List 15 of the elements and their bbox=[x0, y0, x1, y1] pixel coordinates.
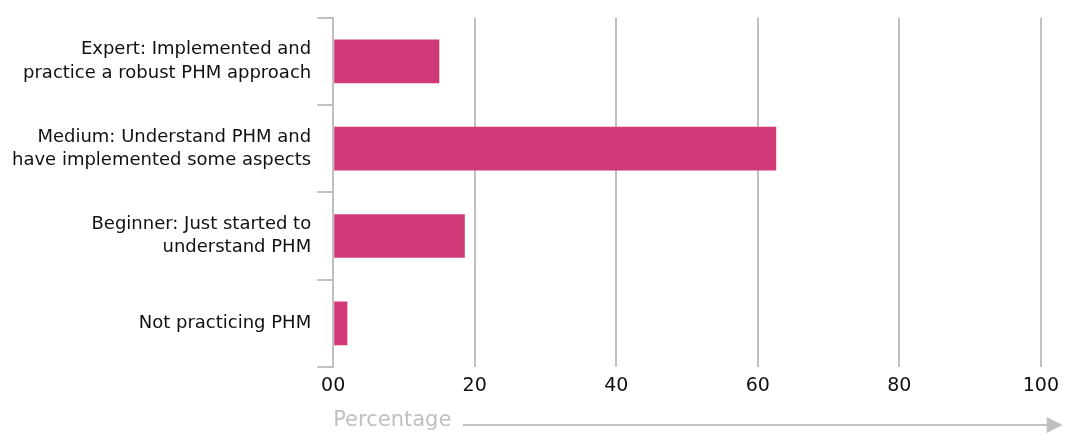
y-tick-label: Expert: Implemented and practice a robust PHM approach bbox=[23, 37, 312, 82]
x-tick-label: 80 bbox=[887, 373, 912, 396]
x-tick-label: 60 bbox=[745, 373, 770, 396]
bar bbox=[334, 214, 465, 258]
y-tick-label: Beginner: Just started to understand PHM bbox=[91, 211, 312, 257]
x-tick-label: 00 bbox=[321, 373, 346, 396]
x-tick-label: 100 bbox=[1022, 373, 1059, 396]
x-tick-label: 20 bbox=[462, 373, 487, 396]
bar bbox=[334, 301, 348, 346]
x-tick-label: 40 bbox=[604, 373, 629, 396]
y-tick-label: Not practicing PHM bbox=[138, 311, 312, 333]
bar bbox=[334, 126, 777, 171]
x-axis-title: Percentage bbox=[333, 406, 452, 431]
bar bbox=[334, 39, 440, 84]
y-tick-label: Medium: Understand PHM and have implemented some aspects bbox=[11, 124, 312, 170]
